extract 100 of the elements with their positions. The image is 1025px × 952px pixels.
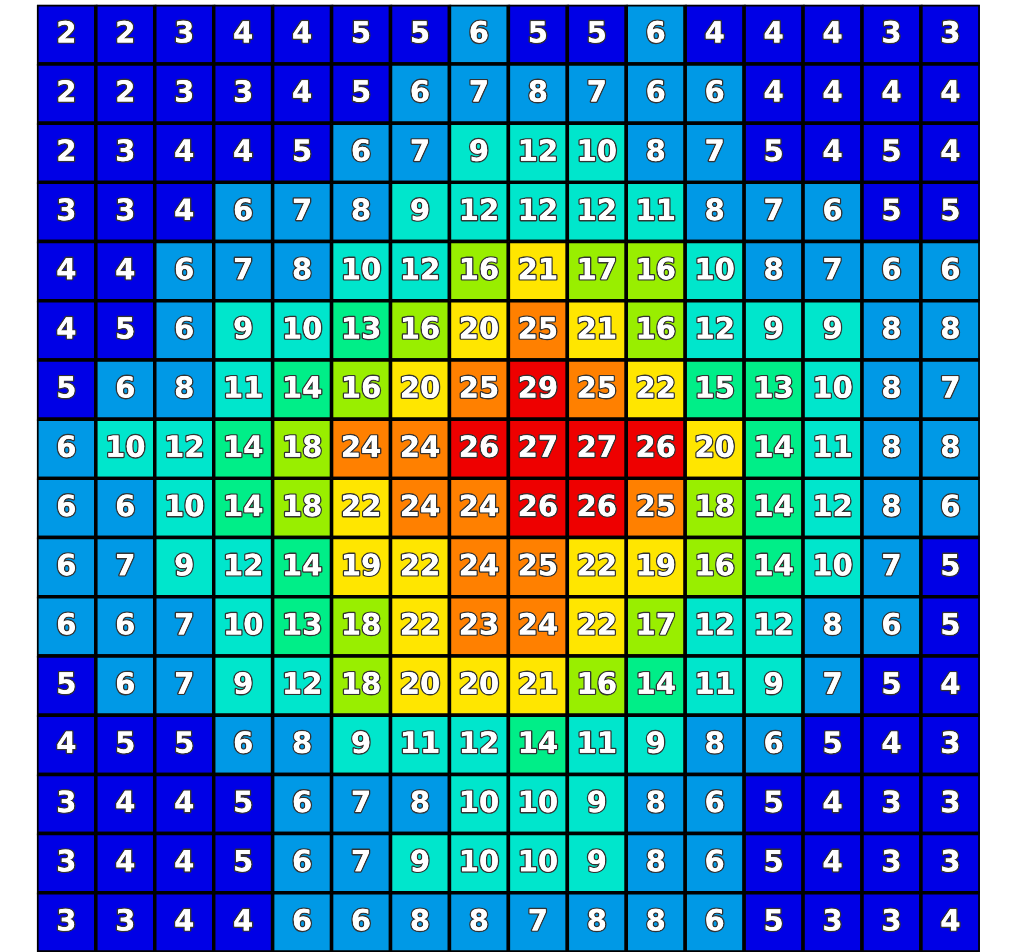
data-label: 5 [235, 849, 252, 872]
data-label: 8 [647, 849, 665, 872]
data-label: 25 [519, 553, 557, 576]
data-label: 8 [942, 316, 959, 339]
data-label: 9 [764, 316, 782, 339]
data-label: 4 [175, 139, 194, 161]
data-label: 25 [460, 375, 498, 399]
data-label: 9 [823, 316, 841, 339]
data-label: 13 [756, 375, 792, 399]
data-label: 6 [647, 20, 665, 43]
data-label: 7 [470, 80, 487, 102]
data-label: 5 [942, 553, 959, 576]
data-label: 10 [520, 790, 557, 813]
data-label: 7 [706, 139, 723, 161]
data-label: 6 [293, 790, 311, 813]
data-label: 12 [226, 553, 261, 576]
data-label: 7 [883, 553, 900, 576]
data-label: 5 [235, 790, 252, 813]
data-label: 5 [942, 198, 959, 221]
data-label: 6 [411, 79, 429, 103]
data-label: 5 [765, 790, 782, 813]
data-label: 7 [117, 553, 134, 576]
data-label: 18 [344, 671, 380, 695]
data-label: 6 [234, 731, 252, 754]
data-label: 3 [58, 908, 75, 931]
data-label: 21 [519, 257, 557, 280]
data-label: 8 [411, 790, 429, 813]
data-label: 6 [175, 257, 193, 280]
data-label: 4 [941, 139, 960, 161]
data-label: 10 [461, 849, 498, 872]
data-label: 11 [579, 731, 616, 753]
data-label: 8 [647, 139, 665, 162]
data-label: 4 [234, 909, 252, 931]
data-label: 3 [942, 849, 959, 872]
data-label: 8 [175, 375, 193, 399]
data-label: 10 [815, 375, 852, 399]
data-label: 6 [58, 612, 75, 635]
data-label: 20 [402, 375, 439, 399]
data-label: 4 [175, 909, 194, 931]
data-label: 5 [117, 317, 134, 339]
data-label: 26 [637, 435, 675, 458]
data-label: 18 [285, 435, 321, 458]
data-label: 10 [344, 257, 380, 280]
data-label: 6 [765, 731, 783, 754]
data-label: 4 [823, 21, 842, 43]
data-label: 11 [402, 731, 439, 753]
data-label: 6 [293, 908, 311, 931]
data-label: 3 [176, 79, 193, 103]
data-label: 4 [941, 909, 960, 931]
data-label: 8 [706, 198, 724, 221]
data-label: 18 [285, 494, 321, 517]
data-label: 7 [352, 849, 369, 872]
data-label: 11 [815, 435, 851, 457]
data-label: 3 [942, 790, 959, 813]
data-label: 7 [942, 376, 959, 398]
data-label: 5 [824, 731, 841, 754]
data-label: 6 [883, 257, 901, 280]
data-label: 12 [167, 435, 202, 457]
data-label: 10 [815, 553, 852, 576]
data-label: 16 [344, 376, 380, 399]
data-label: 5 [942, 613, 959, 635]
data-label: 4 [175, 849, 194, 872]
data-label: 6 [293, 849, 311, 872]
data-label: 3 [58, 790, 75, 813]
data-label: 12 [697, 612, 733, 635]
data-label: 25 [519, 316, 557, 339]
data-label: 6 [116, 494, 134, 517]
data-label: 22 [637, 375, 674, 398]
data-label: 3 [117, 198, 134, 221]
data-label: 3 [176, 20, 193, 43]
data-label: 6 [58, 553, 75, 576]
data-label: 4 [823, 790, 842, 813]
data-label: 5 [765, 849, 782, 872]
data-label: 23 [460, 612, 497, 635]
data-label: 4 [116, 849, 135, 872]
data-label: 12 [461, 731, 497, 753]
data-label: 14 [756, 435, 793, 457]
data-label: 9 [764, 672, 782, 695]
data-label: 5 [765, 909, 782, 931]
data-label: 8 [942, 435, 959, 458]
data-label: 5 [883, 198, 900, 221]
data-label: 14 [756, 494, 793, 517]
data-label: 4 [293, 80, 311, 102]
data-label: 10 [520, 849, 557, 872]
data-label: 3 [942, 731, 959, 754]
data-label: 29 [519, 375, 557, 399]
data-label: 16 [579, 672, 616, 695]
data-label: 6 [942, 257, 960, 280]
data-label: 26 [519, 494, 557, 517]
data-label: 7 [411, 139, 428, 161]
data-label: 16 [638, 316, 675, 339]
data-label: 6 [706, 908, 724, 931]
data-label: 7 [824, 672, 841, 694]
data-label: 2 [58, 79, 74, 102]
data-label: 21 [578, 316, 616, 339]
data-label: 7 [824, 257, 841, 280]
data-label: 7 [234, 257, 252, 280]
data-label: 26 [460, 435, 498, 458]
data-label: 24 [519, 612, 557, 635]
data-label: 4 [941, 672, 960, 694]
